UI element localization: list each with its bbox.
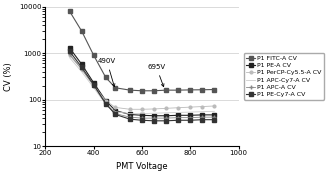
Line: P1 PE-A CV: P1 PE-A CV — [68, 46, 216, 117]
P1 APC-A CV — [140, 117, 144, 119]
P1 PE-A CV — [200, 114, 204, 116]
P1 APC-A CV — [176, 117, 180, 119]
P1 PE-Cy7-A CV — [188, 119, 192, 121]
P1 PerCP-Cy5.5-A CV — [152, 108, 156, 110]
P1 PE-Cy7-A CV — [176, 119, 180, 121]
P1 APC-Cy7-A CV — [114, 111, 117, 113]
P1 APC-A CV — [80, 68, 84, 70]
P1 FITC-A CV — [114, 87, 117, 89]
P1 FITC-A CV — [104, 76, 108, 79]
Line: P1 PerCP-Cy5.5-A CV: P1 PerCP-Cy5.5-A CV — [68, 54, 216, 111]
P1 PE-A CV — [188, 114, 192, 116]
P1 PE-A CV — [128, 113, 132, 116]
P1 FITC-A CV — [80, 30, 84, 32]
P1 FITC-A CV — [188, 89, 192, 91]
P1 PE-A CV — [92, 82, 96, 84]
P1 APC-Cy7-A CV — [176, 111, 180, 114]
P1 APC-A CV — [104, 103, 108, 105]
P1 PE-A CV — [164, 115, 168, 117]
P1 PerCP-Cy5.5-A CV — [128, 108, 132, 110]
P1 PerCP-Cy5.5-A CV — [200, 106, 204, 108]
P1 FITC-A CV — [152, 90, 156, 92]
P1 PerCP-Cy5.5-A CV — [80, 68, 84, 70]
P1 PerCP-Cy5.5-A CV — [213, 105, 216, 107]
P1 PerCP-Cy5.5-A CV — [164, 107, 168, 109]
P1 PE-Cy7-A CV — [104, 103, 108, 105]
P1 PE-A CV — [67, 47, 71, 49]
P1 APC-A CV — [200, 116, 204, 118]
P1 APC-A CV — [67, 53, 71, 55]
P1 PE-A CV — [213, 114, 216, 116]
P1 PerCP-Cy5.5-A CV — [92, 85, 96, 87]
Text: 695V: 695V — [147, 64, 165, 87]
Legend: P1 FITC-A CV, P1 PE-A CV, P1 PerCP-Cy5.5-A CV, P1 APC-Cy7-A CV, P1 APC-A CV, P1 : P1 FITC-A CV, P1 PE-A CV, P1 PerCP-Cy5.5… — [243, 53, 324, 100]
P1 PE-Cy7-A CV — [164, 120, 168, 122]
P1 APC-Cy7-A CV — [67, 57, 71, 59]
P1 FITC-A CV — [164, 89, 168, 91]
P1 APC-A CV — [152, 117, 156, 119]
P1 APC-A CV — [188, 117, 192, 119]
P1 FITC-A CV — [140, 90, 144, 92]
P1 FITC-A CV — [213, 89, 216, 91]
P1 PerCP-Cy5.5-A CV — [140, 108, 144, 110]
Line: P1 APC-A CV: P1 APC-A CV — [68, 52, 216, 120]
P1 APC-A CV — [164, 117, 168, 119]
P1 PE-A CV — [104, 100, 108, 102]
P1 PE-Cy7-A CV — [67, 50, 71, 52]
P1 APC-Cy7-A CV — [140, 113, 144, 115]
P1 APC-A CV — [213, 116, 216, 118]
P1 PerCP-Cy5.5-A CV — [67, 54, 71, 56]
P1 PE-Cy7-A CV — [200, 119, 204, 121]
P1 APC-Cy7-A CV — [92, 87, 96, 89]
P1 APC-Cy7-A CV — [164, 112, 168, 114]
P1 APC-Cy7-A CV — [80, 71, 84, 73]
P1 FITC-A CV — [200, 89, 204, 91]
P1 APC-A CV — [92, 85, 96, 87]
P1 PerCP-Cy5.5-A CV — [176, 107, 180, 109]
P1 APC-Cy7-A CV — [200, 111, 204, 113]
P1 FITC-A CV — [92, 54, 96, 56]
P1 PerCP-Cy5.5-A CV — [114, 106, 117, 108]
P1 APC-A CV — [128, 116, 132, 118]
P1 APC-Cy7-A CV — [213, 110, 216, 112]
P1 FITC-A CV — [67, 10, 71, 12]
P1 PE-A CV — [176, 114, 180, 116]
P1 PE-Cy7-A CV — [114, 113, 117, 116]
Line: P1 PE-Cy7-A CV: P1 PE-Cy7-A CV — [68, 50, 216, 122]
P1 PE-A CV — [140, 114, 144, 116]
P1 PE-Cy7-A CV — [213, 119, 216, 121]
Y-axis label: CV (%): CV (%) — [4, 62, 13, 91]
P1 FITC-A CV — [128, 89, 132, 91]
X-axis label: PMT Voltage: PMT Voltage — [116, 162, 168, 171]
Line: P1 APC-Cy7-A CV: P1 APC-Cy7-A CV — [69, 58, 215, 114]
P1 PE-Cy7-A CV — [80, 66, 84, 68]
P1 PE-Cy7-A CV — [140, 119, 144, 121]
P1 APC-Cy7-A CV — [104, 103, 108, 105]
P1 APC-Cy7-A CV — [152, 112, 156, 114]
Line: P1 FITC-A CV: P1 FITC-A CV — [68, 9, 216, 93]
P1 APC-Cy7-A CV — [128, 113, 132, 115]
P1 FITC-A CV — [176, 89, 180, 91]
P1 PE-Cy7-A CV — [128, 118, 132, 120]
P1 PE-A CV — [80, 63, 84, 65]
P1 APC-A CV — [114, 113, 117, 115]
Text: 490V: 490V — [98, 58, 116, 87]
P1 PE-Cy7-A CV — [92, 84, 96, 86]
P1 PerCP-Cy5.5-A CV — [104, 100, 108, 102]
P1 APC-Cy7-A CV — [188, 111, 192, 113]
P1 PE-Cy7-A CV — [152, 120, 156, 122]
P1 PE-A CV — [114, 110, 117, 112]
P1 PerCP-Cy5.5-A CV — [188, 106, 192, 108]
P1 PE-A CV — [152, 115, 156, 117]
